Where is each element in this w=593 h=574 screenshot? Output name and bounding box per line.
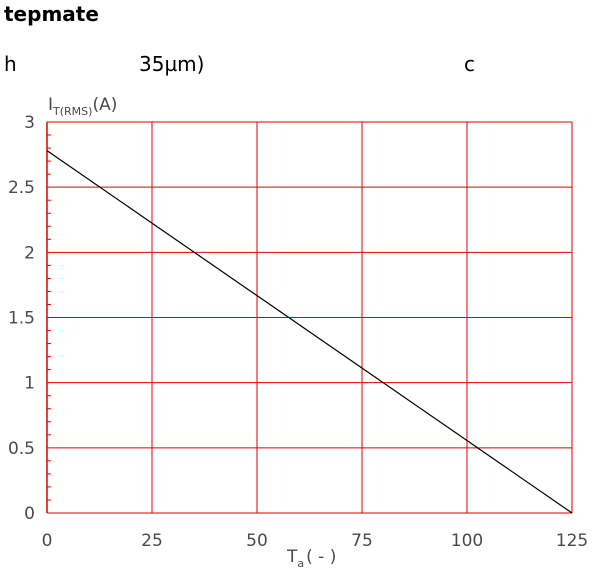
x-axis-title-unit: ( - ): [306, 547, 336, 567]
y-axis-title: IT(RMS)(A): [48, 95, 117, 118]
y-tick-label: 1: [24, 374, 35, 394]
x-tick-label: 75: [351, 531, 373, 551]
y-tick-label: 2.5: [8, 178, 35, 198]
header-line-1: tepmate: [4, 2, 99, 26]
x-tick-label: 100: [451, 531, 483, 551]
series-layer: [46, 150, 573, 514]
x-axis-title: Ta( - ): [286, 547, 336, 570]
y-axis-title-main: I: [48, 95, 53, 115]
y-tick-label: 0.5: [8, 439, 35, 459]
x-tick-label: 50: [246, 531, 268, 551]
x-tick-label: 125: [556, 531, 588, 551]
tick-label-layer: 0 0.5 1 1.5 2 2.5 3 0 25 50 75 100 125: [8, 113, 588, 551]
series-line-0: [46, 150, 573, 514]
y-tick-label: 0: [24, 504, 35, 524]
x-tick-label: 0: [42, 531, 53, 551]
x-axis-title-main: T: [286, 547, 298, 567]
y-tick-label: 1.5: [8, 309, 35, 329]
header-line-2-part-b: 35µm): [139, 52, 205, 76]
axis-layer: [46, 122, 51, 513]
header-line-2-part-c: c: [464, 52, 475, 76]
x-tick-label: 25: [141, 531, 163, 551]
y-axis-title-sub: T(RMS): [52, 105, 92, 118]
header-line-2-part-a: h: [4, 52, 17, 76]
grid-layer: [46, 121, 573, 514]
y-axis-title-unit: (A): [92, 95, 117, 115]
y-tick-label: 2: [24, 243, 35, 263]
x-axis-title-sub: a: [297, 557, 304, 570]
y-tick-label: 3: [24, 113, 35, 133]
